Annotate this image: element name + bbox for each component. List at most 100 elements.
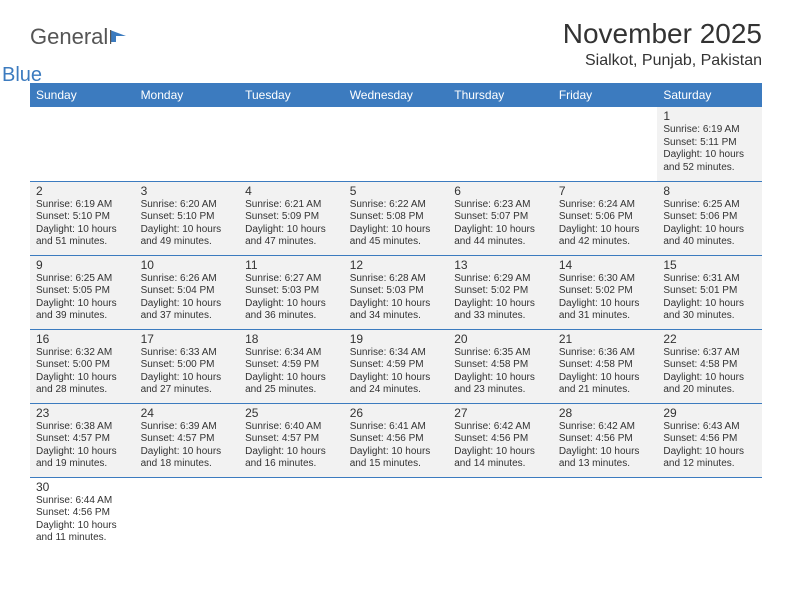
daylight-text: Daylight: 10 hours: [141, 224, 234, 237]
daylight-text: and 39 minutes.: [36, 310, 129, 323]
day-number: 13: [454, 258, 547, 272]
day-number: 18: [245, 332, 338, 346]
day-number: 26: [350, 406, 443, 420]
daylight-text: Daylight: 10 hours: [350, 298, 443, 311]
daylight-text: and 31 minutes.: [559, 310, 652, 323]
col-wednesday: Wednesday: [344, 83, 449, 107]
day-cell: 5Sunrise: 6:22 AMSunset: 5:08 PMDaylight…: [344, 181, 449, 255]
day-number: 17: [141, 332, 234, 346]
day-cell: 12Sunrise: 6:28 AMSunset: 5:03 PMDayligh…: [344, 255, 449, 329]
daylight-text: Daylight: 10 hours: [454, 372, 547, 385]
daylight-text: Daylight: 10 hours: [663, 149, 756, 162]
sunrise-text: Sunrise: 6:30 AM: [559, 273, 652, 286]
daylight-text: and 52 minutes.: [663, 162, 756, 175]
daylight-text: and 25 minutes.: [245, 384, 338, 397]
sunrise-text: Sunrise: 6:38 AM: [36, 421, 129, 434]
sunset-text: Sunset: 5:06 PM: [663, 211, 756, 224]
daylight-text: and 49 minutes.: [141, 236, 234, 249]
sunset-text: Sunset: 5:02 PM: [559, 285, 652, 298]
day-number: 5: [350, 184, 443, 198]
sunrise-text: Sunrise: 6:28 AM: [350, 273, 443, 286]
daylight-text: Daylight: 10 hours: [350, 224, 443, 237]
sunrise-text: Sunrise: 6:40 AM: [245, 421, 338, 434]
week-row: 23Sunrise: 6:38 AMSunset: 4:57 PMDayligh…: [30, 403, 762, 477]
sunrise-text: Sunrise: 6:35 AM: [454, 347, 547, 360]
daylight-text: Daylight: 10 hours: [245, 298, 338, 311]
sunset-text: Sunset: 5:09 PM: [245, 211, 338, 224]
daylight-text: Daylight: 10 hours: [350, 372, 443, 385]
day-cell: 13Sunrise: 6:29 AMSunset: 5:02 PMDayligh…: [448, 255, 553, 329]
daylight-text: and 11 minutes.: [36, 532, 129, 545]
day-number: 19: [350, 332, 443, 346]
day-cell: [448, 107, 553, 181]
daylight-text: and 33 minutes.: [454, 310, 547, 323]
daylight-text: Daylight: 10 hours: [559, 298, 652, 311]
sunrise-text: Sunrise: 6:33 AM: [141, 347, 234, 360]
day-number: 3: [141, 184, 234, 198]
day-cell: 29Sunrise: 6:43 AMSunset: 4:56 PMDayligh…: [657, 403, 762, 477]
day-number: 6: [454, 184, 547, 198]
sunrise-text: Sunrise: 6:22 AM: [350, 199, 443, 212]
sunrise-text: Sunrise: 6:34 AM: [350, 347, 443, 360]
daylight-text: and 34 minutes.: [350, 310, 443, 323]
sunrise-text: Sunrise: 6:19 AM: [36, 199, 129, 212]
daylight-text: and 47 minutes.: [245, 236, 338, 249]
day-cell: 7Sunrise: 6:24 AMSunset: 5:06 PMDaylight…: [553, 181, 658, 255]
daylight-text: Daylight: 10 hours: [245, 224, 338, 237]
daylight-text: and 51 minutes.: [36, 236, 129, 249]
daylight-text: and 36 minutes.: [245, 310, 338, 323]
header: General Blue November 2025 Sialkot, Punj…: [30, 18, 762, 73]
sunrise-text: Sunrise: 6:31 AM: [663, 273, 756, 286]
header-row: Sunday Monday Tuesday Wednesday Thursday…: [30, 83, 762, 107]
sunrise-text: Sunrise: 6:37 AM: [663, 347, 756, 360]
sunset-text: Sunset: 4:56 PM: [350, 433, 443, 446]
daylight-text: Daylight: 10 hours: [663, 224, 756, 237]
day-number: 9: [36, 258, 129, 272]
day-cell: [135, 107, 240, 181]
sunset-text: Sunset: 4:58 PM: [559, 359, 652, 372]
logo-text-blue: Blue: [2, 64, 100, 87]
daylight-text: and 44 minutes.: [454, 236, 547, 249]
sunrise-text: Sunrise: 6:26 AM: [141, 273, 234, 286]
flag-icon: [110, 24, 130, 50]
day-cell: 16Sunrise: 6:32 AMSunset: 5:00 PMDayligh…: [30, 329, 135, 403]
page: General Blue November 2025 Sialkot, Punj…: [0, 0, 792, 551]
day-cell: [135, 477, 240, 551]
day-cell: 24Sunrise: 6:39 AMSunset: 4:57 PMDayligh…: [135, 403, 240, 477]
sunset-text: Sunset: 5:03 PM: [245, 285, 338, 298]
sunset-text: Sunset: 5:10 PM: [36, 211, 129, 224]
day-cell: 26Sunrise: 6:41 AMSunset: 4:56 PMDayligh…: [344, 403, 449, 477]
sunset-text: Sunset: 4:56 PM: [454, 433, 547, 446]
sunrise-text: Sunrise: 6:44 AM: [36, 495, 129, 508]
day-number: 8: [663, 184, 756, 198]
day-number: 16: [36, 332, 129, 346]
day-cell: 17Sunrise: 6:33 AMSunset: 5:00 PMDayligh…: [135, 329, 240, 403]
daylight-text: and 12 minutes.: [663, 458, 756, 471]
daylight-text: Daylight: 10 hours: [559, 372, 652, 385]
sunrise-text: Sunrise: 6:41 AM: [350, 421, 443, 434]
day-number: 15: [663, 258, 756, 272]
logo-text-general: General: [30, 24, 108, 49]
sunset-text: Sunset: 4:56 PM: [36, 507, 129, 520]
daylight-text: and 18 minutes.: [141, 458, 234, 471]
day-number: 23: [36, 406, 129, 420]
week-row: 9Sunrise: 6:25 AMSunset: 5:05 PMDaylight…: [30, 255, 762, 329]
daylight-text: and 42 minutes.: [559, 236, 652, 249]
sunset-text: Sunset: 5:05 PM: [36, 285, 129, 298]
day-cell: [448, 477, 553, 551]
day-cell: 4Sunrise: 6:21 AMSunset: 5:09 PMDaylight…: [239, 181, 344, 255]
week-row: 16Sunrise: 6:32 AMSunset: 5:00 PMDayligh…: [30, 329, 762, 403]
day-cell: 11Sunrise: 6:27 AMSunset: 5:03 PMDayligh…: [239, 255, 344, 329]
day-cell: 20Sunrise: 6:35 AMSunset: 4:58 PMDayligh…: [448, 329, 553, 403]
sunrise-text: Sunrise: 6:25 AM: [663, 199, 756, 212]
sunset-text: Sunset: 5:10 PM: [141, 211, 234, 224]
day-cell: 9Sunrise: 6:25 AMSunset: 5:05 PMDaylight…: [30, 255, 135, 329]
sunset-text: Sunset: 5:11 PM: [663, 137, 756, 150]
sunset-text: Sunset: 5:07 PM: [454, 211, 547, 224]
day-number: 7: [559, 184, 652, 198]
week-row: 30Sunrise: 6:44 AMSunset: 4:56 PMDayligh…: [30, 477, 762, 551]
sunset-text: Sunset: 4:56 PM: [559, 433, 652, 446]
sunrise-text: Sunrise: 6:42 AM: [454, 421, 547, 434]
col-saturday: Saturday: [657, 83, 762, 107]
day-number: 2: [36, 184, 129, 198]
